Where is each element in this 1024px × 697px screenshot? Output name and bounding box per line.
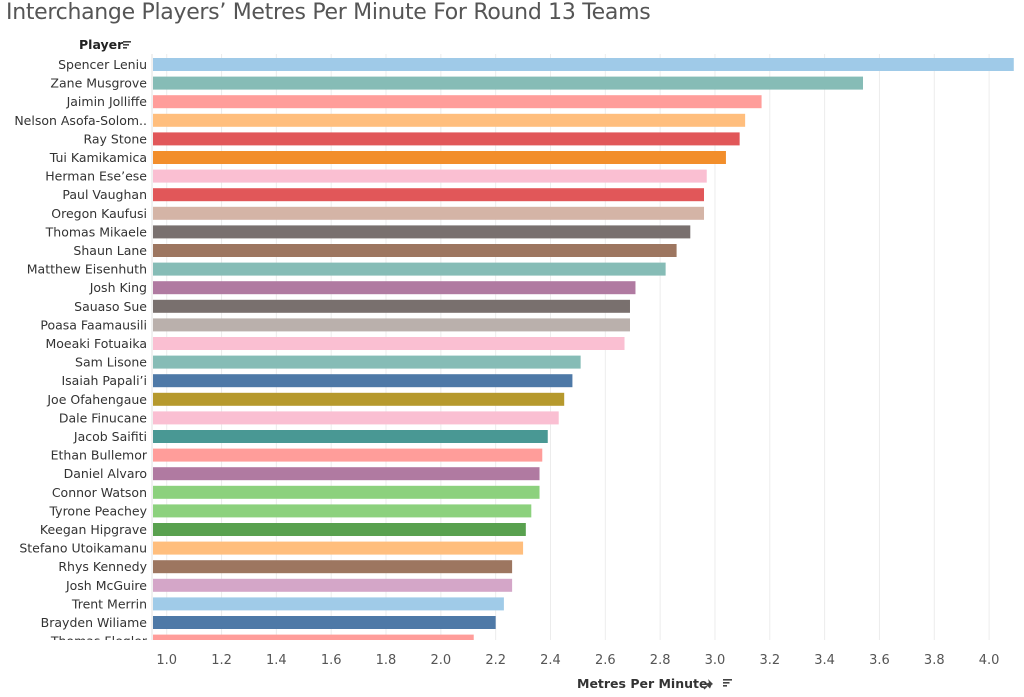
y-tick-label: Connor Watson [52,485,147,500]
x-tick-label: 1.0 [156,653,177,668]
x-tick-label: 2.2 [485,653,506,668]
bar[interactable] [153,337,625,350]
x-tick-label: 2.6 [595,653,616,668]
y-tick-label: Stefano Utoikamanu [19,541,147,556]
y-tick-label: Josh King [89,280,147,295]
x-tick-label: 2.4 [540,653,561,668]
axis-sort-icon[interactable] [723,679,732,687]
x-tick-label: 3.0 [705,653,726,668]
x-tick-label: 1.8 [376,653,397,668]
bars [153,58,1014,648]
y-tick-label: Oregon Kaufusi [51,206,147,221]
x-tick-label: 4.0 [979,653,1000,668]
x-axis-labels: 1.0 1.2 1.4 1.6 1.8 2.0 2.2 2.4 2.6 2.8 3.0 3.2 3.4 3… [156,653,999,668]
y-tick-label: Moeaki Fotuaika [46,336,148,351]
bar[interactable] [153,206,705,220]
x-tick-label: 3.6 [869,653,890,668]
sort-icon[interactable] [123,41,131,49]
y-tick-label: Rhys Kennedy [58,559,147,574]
y-tick-label: Paul Vaughan [62,187,147,202]
bar[interactable] [153,169,707,183]
bar[interactable] [153,95,762,109]
y-tick-label: Tyrone Peachey [48,503,147,518]
y-tick-label: Zane Musgrove [50,76,147,91]
y-tick-label: Shaun Lane [73,243,147,258]
y-tick-label: Thomas Mikaele [45,224,148,239]
row-header: Player [79,37,124,52]
bar[interactable] [153,467,540,481]
x-axis-title: Metres Per Minute [577,676,707,691]
bar[interactable] [153,244,677,257]
x-tick-label: 1.2 [211,653,232,668]
bar[interactable] [153,560,513,574]
y-tick-label: Poasa Faamausili [40,317,147,332]
y-tick-label: Jaimin Jolliffe [66,94,148,109]
bar[interactable] [153,299,630,313]
bar[interactable] [153,597,504,611]
bar[interactable] [153,578,513,592]
bar[interactable] [153,616,496,629]
x-tick-label: 1.6 [321,653,342,668]
bar[interactable] [153,225,691,239]
bar[interactable] [153,151,726,164]
bar[interactable] [153,541,524,555]
bar[interactable] [153,355,581,369]
y-tick-label: Ethan Bullemor [51,448,148,463]
y-tick-label: Keegan Hipgrave [40,522,147,537]
bar[interactable] [153,634,474,648]
x-tick-label: 2.0 [430,653,451,668]
x-tick-label: 3.2 [759,653,780,668]
y-tick-label: Tui Kamikamica [49,150,147,165]
bar[interactable] [153,411,559,425]
y-tick-label: Nelson Asofa-Solom.. [14,113,147,128]
bar[interactable] [153,318,630,332]
pin-icon[interactable] [703,679,713,690]
y-tick-label: Josh McGuire [65,578,147,593]
x-tick-label: 3.4 [814,653,835,668]
y-tick-label: Brayden Wiliame [41,615,148,630]
y-tick-label: Trent Merrin [71,596,147,611]
y-tick-label: Jacob Saifiti [73,429,147,444]
y-tick-label: Ray Stone [83,131,147,146]
y-tick-label: Matthew Eisenhuth [27,262,147,277]
y-tick-label: Isaiah Papali’i [61,373,147,388]
y-tick-label: Joe Ofahengaue [46,392,147,407]
bar[interactable] [153,485,540,499]
y-tick-label: Spencer Leniu [58,57,147,72]
y-tick-label: Sam Lisone [75,355,147,370]
bar[interactable] [153,430,548,443]
bar[interactable] [153,262,666,276]
bar[interactable] [153,58,1014,71]
y-tick-label: Dale Finucane [59,410,147,425]
bar[interactable] [153,504,532,518]
y-tick-label: Herman Ese’ese [45,169,147,184]
bar[interactable] [153,281,636,295]
y-tick-label: Daniel Alvaro [64,466,147,481]
chart-title: Interchange Players’ Metres Per Minute F… [6,0,651,25]
bar[interactable] [153,523,526,536]
bar[interactable] [153,113,746,127]
bar[interactable] [153,76,864,90]
bar[interactable] [153,448,543,462]
x-tick-label: 1.4 [266,653,287,668]
bar[interactable] [153,132,740,146]
y-tick-label: Thomas Flegler [50,634,148,649]
x-tick-label: 3.8 [924,653,945,668]
bar[interactable] [153,392,565,406]
y-axis-labels: Spencer Leniu Zane Musgrove Jaimin Jolliff… [14,57,148,649]
bar[interactable] [153,188,705,202]
x-tick-label: 2.8 [650,653,671,668]
y-tick-label: Sauaso Sue [74,299,147,314]
bar[interactable] [153,374,573,388]
